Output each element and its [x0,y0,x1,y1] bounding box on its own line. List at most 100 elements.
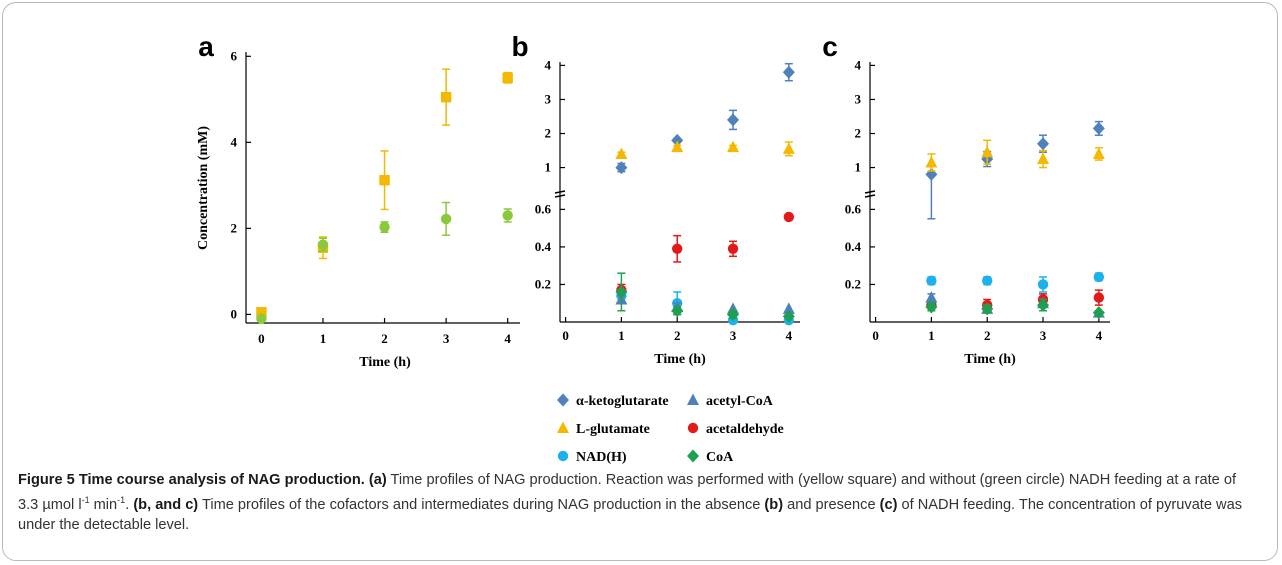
panel-c-nadh-point [982,275,993,286]
panel-b-coa-point [782,309,795,323]
panel-c-nadh-point [926,275,937,286]
figure-caption: Figure 5 Time course analysis of NAG pro… [18,470,1258,535]
panel-c-coa-point [1092,306,1105,320]
a-y-tick-label: 4 [231,134,238,149]
panel-c-y-tick-label: 4 [855,57,862,72]
caption-title: Time course analysis of NAG production. [78,472,365,488]
caption-unit-min: min [89,496,118,513]
panel-b-y-tick-label: 0.4 [535,239,552,254]
a-y-axis-label: Concentration (mM) [196,126,211,250]
caption-ref-a: (a) [368,472,387,488]
panel-c-x-tick-label: 2 [984,328,991,343]
panel-c-coa-point [1037,298,1050,312]
panel-b-y-tick-label: 0.6 [535,201,552,216]
panel-c-l_glutamate-point [981,145,994,158]
panel-c-axis-break-mark [864,194,876,198]
a-a_green-point [440,213,452,225]
panel-b-alpha_ketoglutarate-point [727,113,740,127]
panel-b-alpha_ketoglutarate-point [782,65,795,79]
panel-c-y-tick-label: 3 [855,91,862,106]
panel-b-acetaldehyde-point [672,243,683,254]
panel-b-coa-point [671,304,684,318]
panel-b-y-tick-label: 0.2 [535,276,551,291]
legend-acetyl_coa-marker [687,393,699,405]
panel-c-nadh-point [1037,279,1049,290]
panel-b-coa-point [615,285,628,299]
a-a_green-point [502,210,513,221]
a-x-tick-label: 4 [504,331,511,346]
caption-ref-b: (b) [764,496,784,513]
panel-b-acetyl_coa-point [782,302,795,314]
panel-b-x-tick-label: 1 [618,328,625,343]
caption-text-a: Time profiles of NAG production. Reactio… [18,472,1236,513]
panel-b-alpha_ketoglutarate-point [671,133,684,147]
caption-ref-c: (c) [879,496,898,513]
panel-c-l_glutamate-point [925,155,938,168]
panel-c-alpha_ketoglutarate-point [1037,137,1050,151]
figure-plots: a 0 2 4 6 0 1 2 3 4 Time (h) Concentration (mM) b 1 2 3… [196,31,1110,465]
caption-period: . [125,496,130,513]
panel-b-l_glutamate-point [671,140,684,153]
legend-l_glutamate-marker [557,421,569,433]
panel-c-y-tick-label: 2 [855,126,862,141]
caption-text-bc: Time profiles of the cofactors and inter… [201,496,761,513]
panel-c-y-tick-label: 0.4 [845,239,862,254]
panel-b-y-tick-label: 2 [545,126,552,141]
panel-c-coa-point [925,300,938,314]
legend-coa-label: CoA [706,450,734,465]
a-a_yellow-point [502,72,513,84]
legend-alpha_ketoglutarate-label: α-ketoglutarate [576,394,669,409]
a-x-tick-label: 1 [320,331,327,346]
panel-c-x-tick-label: 0 [872,328,879,343]
panel-letter-a: a [198,31,214,62]
a-a_yellow-point [256,307,267,318]
panel-b-axis-break-mark [554,190,566,194]
panel-c-acetyl_coa-point [925,291,938,303]
legend-acetaldehyde-marker [687,422,699,434]
panel-c-x-axis-label: Time (h) [964,352,1016,367]
a-a_green-point [317,239,329,250]
legend-coa-marker [687,449,699,463]
a-a_yellow-point [440,91,452,103]
panel-c-x-tick-label: 1 [928,328,935,343]
panel-b-acetaldehyde-point [727,243,739,254]
panel-c-nadh-point [1093,271,1105,283]
panel-c-axis-break-mark [864,190,876,194]
panel-c-x-tick-label: 4 [1096,328,1103,343]
panel-c-y-tick-label: 1 [855,160,862,175]
panel-b-alpha_ketoglutarate-point [615,161,628,175]
panel-c-coa-point [981,302,994,316]
panel-b-x-tick-label: 2 [674,328,681,343]
legend-nadh-label: NAD(H) [576,450,627,465]
panel-b-x-tick-label: 3 [730,328,737,343]
legend-nadh-marker [557,450,569,462]
legend-alpha_ketoglutarate-marker [557,393,569,407]
panel-b-y-tick-label: 3 [545,91,552,106]
panel-c-l_glutamate-point [1092,147,1105,159]
legend-acetaldehyde-label: acetaldehyde [706,422,784,437]
panel-c-acetaldehyde-point [1093,292,1105,303]
a-x-tick-label: 2 [381,331,388,346]
a-x-tick-label: 0 [258,331,265,346]
panel-b-x-tick-label: 4 [786,328,793,343]
panel-c-alpha_ketoglutarate-point [1092,121,1105,135]
panel-b-acetaldehyde-point [783,211,795,223]
a-y-tick-label: 2 [231,220,238,235]
panel-b-y-tick-label: 1 [545,160,552,175]
a-y-tick-label: 0 [231,306,238,321]
caption-text-and: and presence [787,496,876,513]
a-x-tick-label: 3 [443,331,450,346]
panel-c-y-tick-label: 0.2 [845,276,861,291]
panel-b-coa-point [727,307,740,321]
panel-b-y-tick-label: 4 [545,57,552,72]
a-a_green-point [256,313,267,324]
a-a_yellow-point [379,174,390,186]
panel-b-l_glutamate-point [615,147,628,159]
panel-c-y-tick-label: 0.6 [845,201,862,216]
caption-label: Figure 5 [18,472,75,488]
panel-letter-b: b [511,31,528,62]
a-a_green-point [379,221,390,233]
panel-b-axis-break-mark [554,194,566,198]
caption-text-final: of NADH feeding. The concentration of py… [18,496,1242,533]
